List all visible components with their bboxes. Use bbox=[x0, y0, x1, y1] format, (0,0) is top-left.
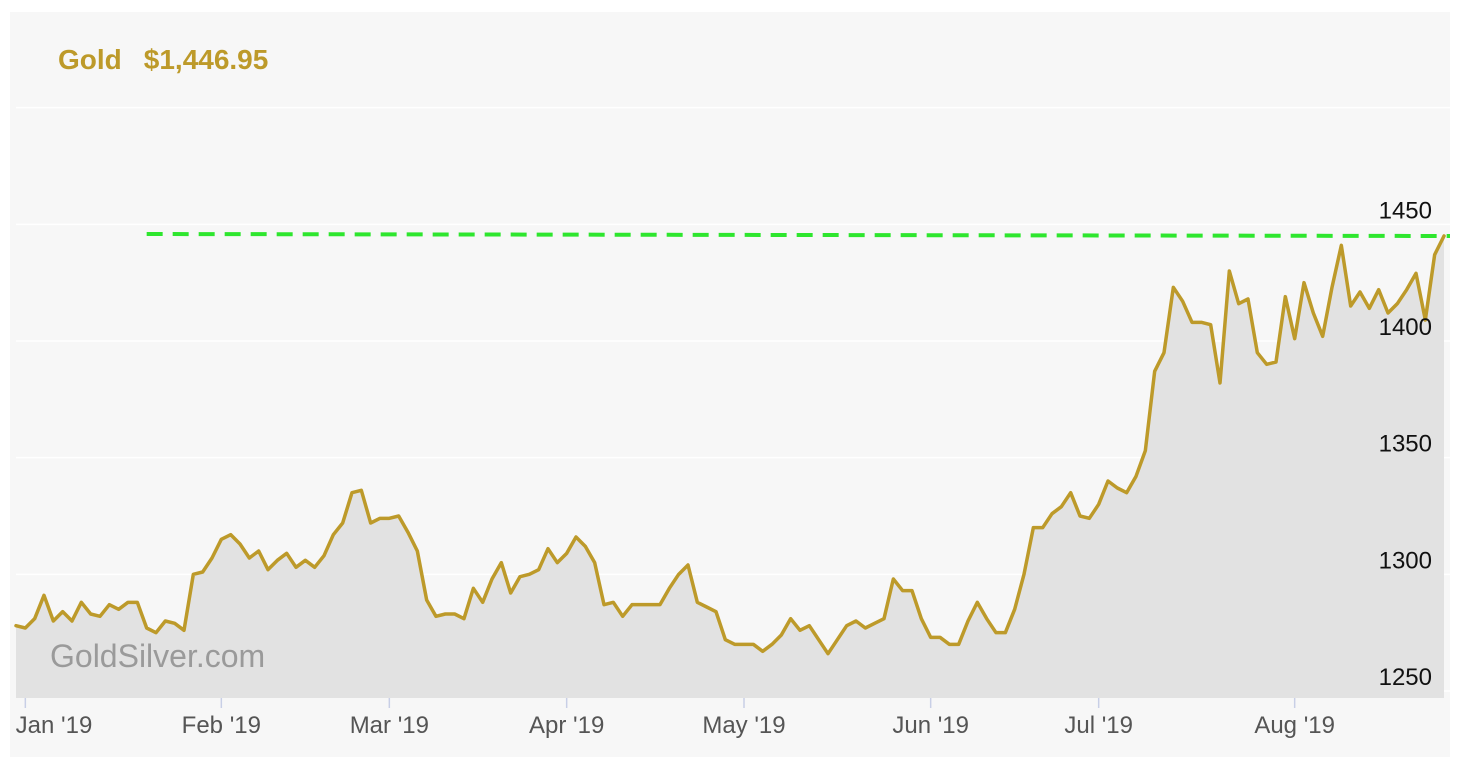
y-tick-label: 1450 bbox=[1379, 197, 1432, 224]
y-tick-label: 1250 bbox=[1379, 664, 1432, 691]
y-tick-label: 1300 bbox=[1379, 547, 1432, 574]
x-tick-label: Feb '19 bbox=[182, 712, 261, 739]
price-header: Gold $1,446.95 bbox=[58, 42, 268, 78]
asset-name: Gold bbox=[58, 44, 122, 75]
chart-container: Gold $1,446.95 Jan '19 Feb '19 Mar '19 Apr … bbox=[10, 12, 1450, 757]
reference-dashed-line bbox=[146, 232, 1450, 238]
x-tick-label: May '19 bbox=[702, 712, 785, 739]
x-tick-label: Jul '19 bbox=[1064, 712, 1133, 739]
x-tick-label: Mar '19 bbox=[350, 712, 429, 739]
x-tick-label: Jan '19 bbox=[16, 712, 93, 739]
y-tick-label: 1350 bbox=[1379, 431, 1432, 458]
price-area-fill bbox=[16, 236, 1444, 698]
price-line bbox=[14, 234, 1446, 656]
watermark-text: GoldSilver.com bbox=[50, 638, 265, 674]
x-tick-label: Aug '19 bbox=[1254, 712, 1335, 739]
current-price: $1,446.95 bbox=[143, 44, 269, 75]
gold-price-chart: Jan '19 Feb '19 Mar '19 Apr '19 May '19 Jun '… bbox=[14, 106, 1450, 739]
x-tick-label: Jun '19 bbox=[892, 712, 969, 739]
y-tick-label: 1400 bbox=[1379, 314, 1432, 341]
x-axis: Jan '19 Feb '19 Mar '19 Apr '19 May '19 Jun '… bbox=[16, 698, 1335, 739]
price-area-layer bbox=[14, 234, 1446, 698]
y-axis: 1250 1300 1350 1400 1450 bbox=[1379, 197, 1432, 691]
reference-layer bbox=[146, 232, 1450, 238]
x-tick-label: Apr '19 bbox=[529, 712, 604, 739]
